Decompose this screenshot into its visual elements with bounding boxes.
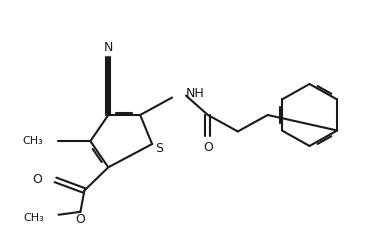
Text: NH: NH [186, 87, 205, 100]
Text: CH₃: CH₃ [23, 136, 44, 146]
Text: N: N [104, 41, 113, 54]
Text: CH₃: CH₃ [24, 213, 44, 223]
Text: O: O [76, 213, 85, 226]
Text: S: S [155, 142, 163, 155]
Text: O: O [33, 173, 42, 186]
Text: O: O [203, 141, 213, 154]
